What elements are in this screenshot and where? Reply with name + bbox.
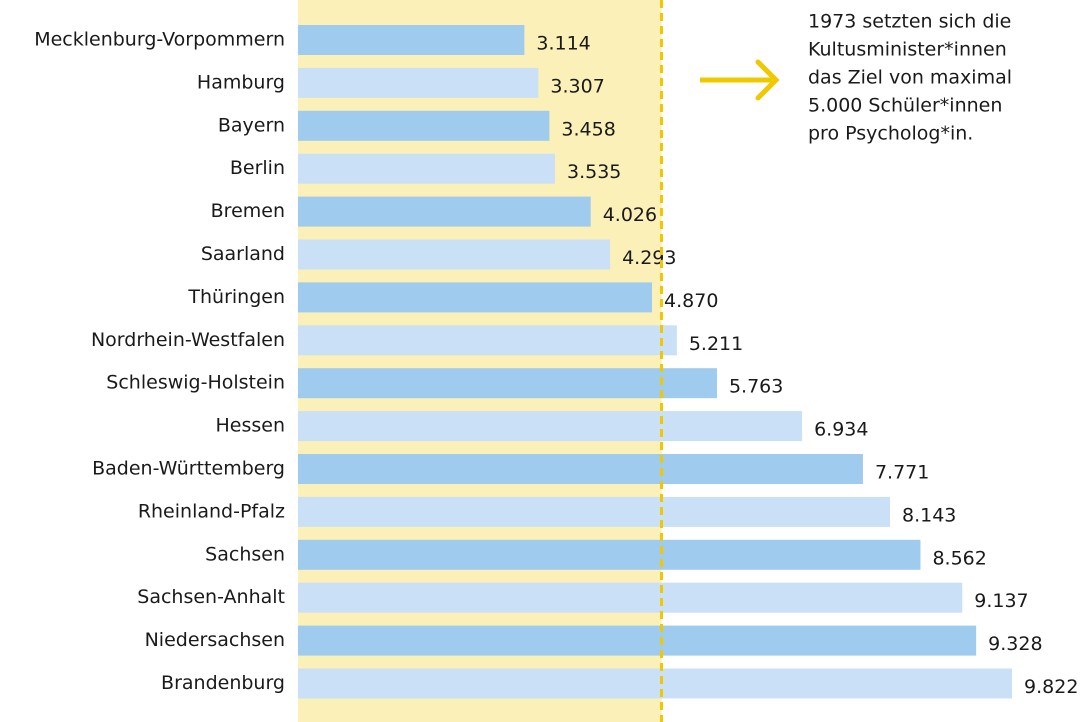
bar bbox=[298, 539, 921, 570]
value-label: 9.328 bbox=[988, 633, 1042, 655]
bar bbox=[298, 25, 525, 55]
bar bbox=[298, 153, 555, 184]
category-label: Hessen bbox=[215, 415, 285, 437]
category-label: Mecklenburg-Vorpommern bbox=[34, 29, 285, 51]
bar bbox=[298, 110, 550, 141]
category-label: Bayern bbox=[218, 114, 285, 136]
value-label: 9.137 bbox=[974, 590, 1028, 612]
value-label: 4.293 bbox=[622, 247, 676, 269]
value-label: 5.763 bbox=[729, 376, 783, 398]
category-label: Thüringen bbox=[187, 286, 285, 308]
category-label: Brandenburg bbox=[161, 672, 285, 694]
category-label: Rheinland-Pfalz bbox=[138, 500, 285, 522]
value-label: 9.822 bbox=[1024, 676, 1078, 698]
annotation-line: 1973 setzten sich die bbox=[808, 11, 1011, 33]
bar bbox=[298, 625, 977, 656]
category-label: Sachsen bbox=[205, 543, 285, 565]
arrow-head bbox=[755, 59, 780, 101]
category-label: Nordrhein-Westfalen bbox=[91, 329, 285, 351]
value-label: 3.458 bbox=[561, 118, 615, 140]
annotation-line: das Ziel von maximal bbox=[808, 67, 1012, 89]
target-band bbox=[298, 0, 662, 722]
category-label: Berlin bbox=[230, 157, 285, 179]
value-label: 3.535 bbox=[567, 161, 621, 183]
bar bbox=[298, 67, 539, 98]
category-label: Niedersachsen bbox=[145, 629, 285, 651]
category-label: Hamburg bbox=[197, 71, 285, 93]
value-label: 6.934 bbox=[814, 419, 868, 441]
bar bbox=[298, 196, 591, 227]
bar bbox=[298, 454, 863, 484]
value-label: 8.562 bbox=[932, 547, 986, 569]
value-label: 4.870 bbox=[664, 290, 718, 312]
value-label: 5.211 bbox=[689, 333, 743, 355]
annotation-line: pro Psycholog*in. bbox=[808, 123, 973, 145]
value-label: 7.771 bbox=[875, 462, 929, 484]
annotation-line: 5.000 Schüler*innen bbox=[808, 95, 1002, 117]
category-label: Schleswig-Holstein bbox=[106, 372, 285, 394]
bar bbox=[298, 411, 803, 442]
category-label: Saarland bbox=[201, 243, 285, 265]
category-label: Bremen bbox=[211, 200, 285, 222]
bar bbox=[298, 668, 1013, 699]
value-label: 3.307 bbox=[550, 75, 604, 97]
category-label: Baden-Württemberg bbox=[92, 458, 285, 480]
bar bbox=[298, 282, 653, 313]
bar bbox=[298, 496, 890, 527]
bar bbox=[298, 325, 677, 356]
bar bbox=[298, 582, 963, 613]
annotation-line: Kultusminister*innen bbox=[808, 39, 1007, 61]
value-label: 4.026 bbox=[603, 204, 657, 226]
value-label: 8.143 bbox=[902, 504, 956, 526]
bar bbox=[298, 239, 611, 270]
value-label: 3.114 bbox=[536, 33, 590, 55]
bar bbox=[298, 368, 717, 399]
category-label: Sachsen-Anhalt bbox=[137, 586, 285, 608]
